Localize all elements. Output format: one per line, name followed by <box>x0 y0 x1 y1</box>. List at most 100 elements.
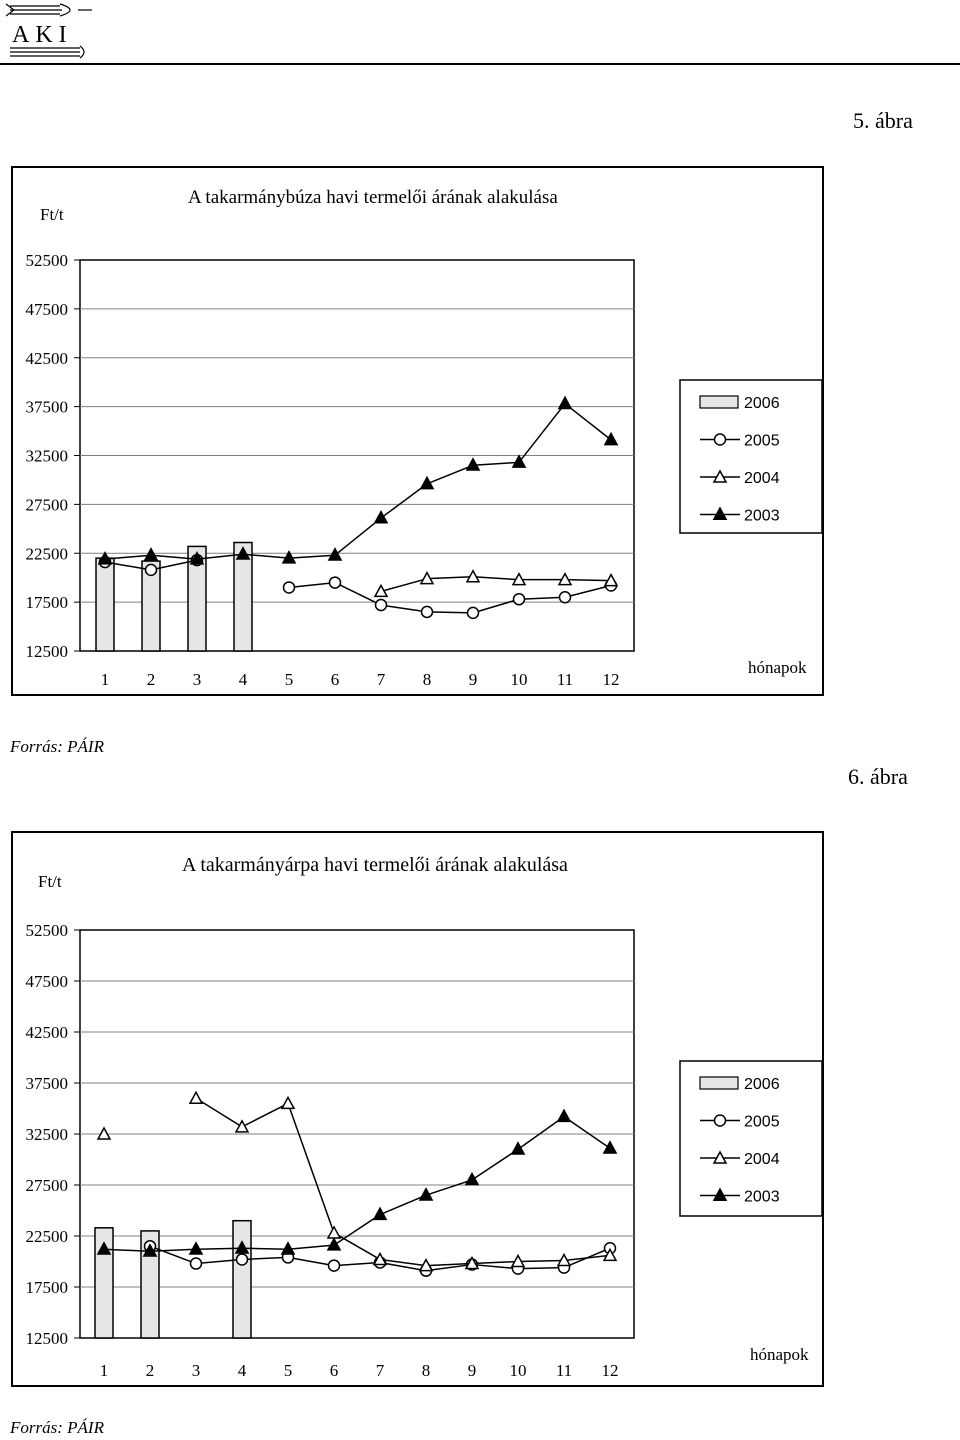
c1-line-segment-2005 <box>334 581 382 606</box>
c1-series-2004 <box>373 569 619 598</box>
c1-x-tick-label: 2 <box>147 670 156 689</box>
c2-line-segment-2005 <box>517 1266 565 1270</box>
c1-point-2003 <box>465 457 481 471</box>
c2-line-segment-2004 <box>333 1232 381 1261</box>
c1-line-segment-2003 <box>426 464 474 485</box>
c2-point-2004 <box>510 1253 526 1268</box>
c1-chart-title: A takarmánybúza havi termelői árának ala… <box>188 187 558 208</box>
c1-x-tick-label: 4 <box>239 670 248 689</box>
c2-x-tick-label: 9 <box>468 1361 477 1380</box>
c2-point-2004 <box>372 1251 388 1266</box>
c1-line-segment-2004 <box>472 575 520 581</box>
c2-point-2003 <box>418 1187 434 1201</box>
c1-y-tick-label: 42500 <box>26 349 69 368</box>
c2-chart-title: A takarmányárpa havi termelői árának ala… <box>182 854 568 876</box>
c2-line-segment-2003 <box>425 1179 473 1196</box>
c1-line-segment-2004 <box>564 578 612 582</box>
c2-legend-swatch-2006 <box>699 1076 739 1090</box>
c1-point-2004 <box>373 583 389 598</box>
c2-x-tick-label: 4 <box>238 1361 247 1380</box>
c1-line-segment-2003 <box>242 553 290 559</box>
c1-point-2004 <box>419 571 435 585</box>
c1-legend-label-2004: 2004 <box>744 470 780 487</box>
c2-point-2005 <box>327 1259 341 1272</box>
c1-x-tick-label: 1 <box>101 670 110 689</box>
chart-barley: 52500 47500 42500 37500 32500 27500 22500 17500… <box>11 831 824 1387</box>
c1-line-segment-2004 <box>380 577 428 593</box>
c2-point-2005 <box>189 1257 203 1270</box>
c2-y-axis-label: Ft/t <box>38 872 62 891</box>
c2-point-2004 <box>602 1247 618 1262</box>
c1-point-2003 <box>235 546 251 560</box>
figure1-source: Forrás: PÁIR <box>10 737 104 756</box>
c1-legend-marker-2003 <box>712 506 728 520</box>
c1-point-2005 <box>374 598 388 612</box>
c1-point-2005 <box>466 606 480 620</box>
c2-line-segment-2005 <box>379 1261 427 1272</box>
c1-bar-2006 <box>95 557 115 652</box>
c2-chart-frame <box>11 831 824 1387</box>
c2-line-segment-2004 <box>563 1254 611 1262</box>
c2-y-tick-label: 37500 <box>26 1074 69 1093</box>
c2-legend-label-2003: 2003 <box>744 1189 780 1206</box>
c2-line-segment-2003 <box>241 1247 289 1251</box>
c1-line-segment-2003 <box>472 461 520 467</box>
c2-line-segment-2003 <box>333 1213 381 1246</box>
c2-line-segment-2004 <box>425 1262 473 1267</box>
c1-y-tick-label: 27500 <box>26 495 69 514</box>
logo-text: AKI <box>12 22 73 48</box>
c2-y-tick-label: 42500 <box>26 1023 69 1042</box>
c2-point-2003 <box>96 1241 112 1255</box>
c1-line-segment-2005 <box>288 581 336 589</box>
c1-line-segment-2005 <box>150 559 198 571</box>
c1-bar-2006 <box>141 560 161 652</box>
c1-point-2003 <box>511 454 527 468</box>
c1-x-axis-label: hónapok <box>748 658 807 677</box>
c2-y-tick-label: 22500 <box>26 1227 69 1246</box>
c1-legend-swatch-2006 <box>699 395 739 409</box>
c1-point-2003 <box>97 551 113 565</box>
c2-line-segment-2003 <box>149 1248 197 1253</box>
c2-line-segment-2004 <box>287 1103 335 1234</box>
c1-line-segment-2003 <box>104 554 152 560</box>
c2-legend-label-2006: 2006 <box>744 1076 780 1093</box>
c2-line-segment-2004 <box>379 1258 427 1267</box>
c2-line-segment-2003 <box>195 1247 243 1251</box>
c1-point-2004 <box>511 572 527 586</box>
c1-line-segment-2005 <box>426 611 474 614</box>
c2-line-segment-2004 <box>517 1259 565 1263</box>
c2-x-tick-label: 8 <box>422 1361 431 1380</box>
header-rule <box>0 63 960 65</box>
c1-legend-label-2005: 2005 <box>744 433 780 450</box>
c1-legend-marker-2005 <box>713 433 727 446</box>
figure2-source: Forrás: PÁIR <box>10 1418 104 1437</box>
c2-line-segment-2003 <box>563 1116 611 1149</box>
c1-line-segment-2003 <box>196 553 244 560</box>
c1-y-tick-label: 47500 <box>26 300 69 319</box>
c2-x-tick-label: 7 <box>376 1361 385 1380</box>
figure2-label: 6. ábra <box>848 764 908 789</box>
c1-line-segment-2003 <box>288 554 336 559</box>
c2-point-2004 <box>280 1095 296 1110</box>
c1-series-2003 <box>97 395 619 565</box>
aki-logo: AKI <box>5 3 92 59</box>
c1-legend-marker-2004 <box>712 469 728 483</box>
c2-y-tick-label: 17500 <box>26 1278 69 1297</box>
c1-point-2004 <box>603 573 619 587</box>
c1-point-2005 <box>328 576 342 589</box>
c1-point-2003 <box>603 431 619 446</box>
c2-point-2003 <box>372 1206 388 1221</box>
c2-line-segment-2005 <box>149 1245 197 1265</box>
c2-x-tick-label: 5 <box>284 1361 293 1380</box>
c2-legend-marker-2004 <box>712 1150 728 1164</box>
c2-x-tick-label: 6 <box>330 1361 339 1380</box>
c2-line-segment-2003 <box>287 1244 335 1251</box>
c1-line-segment-2003 <box>334 517 382 556</box>
c1-line-segment-2005 <box>564 584 612 598</box>
c2-point-2003 <box>280 1241 296 1255</box>
c2-x-tick-label: 2 <box>146 1361 155 1380</box>
c2-y-tick-label: 47500 <box>26 972 69 991</box>
c2-x-tick-label: 3 <box>192 1361 201 1380</box>
c2-x-tick-label: 10 <box>510 1361 527 1380</box>
c1-point-2003 <box>419 475 435 490</box>
